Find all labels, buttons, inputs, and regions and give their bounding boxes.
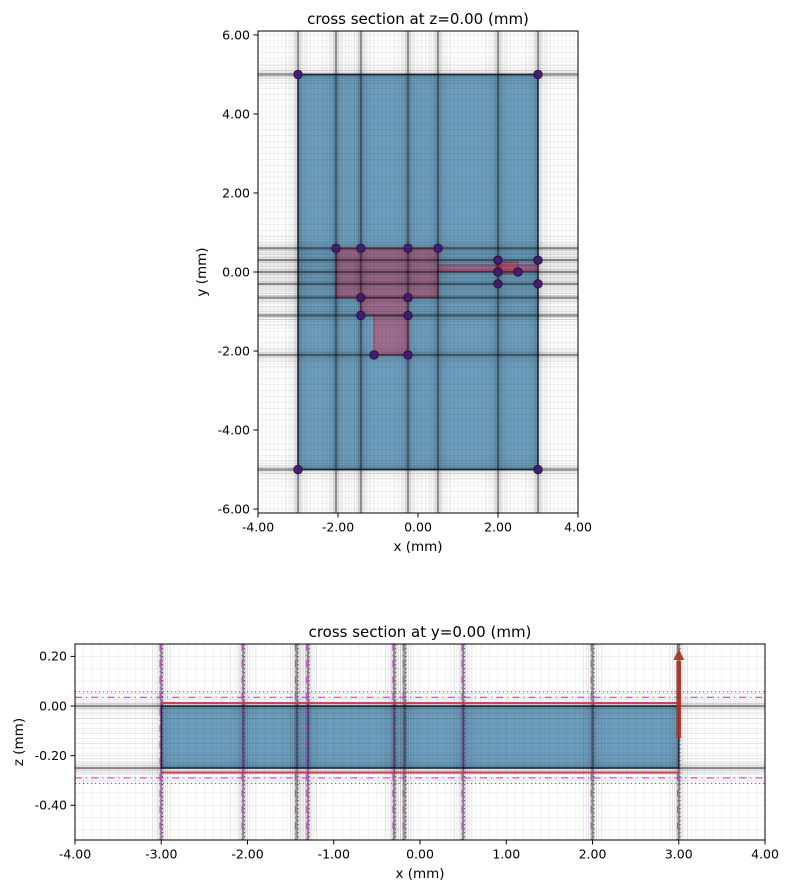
chart-1: -4.00 -3.00 -2.00 -1.00 0.00 1.00 2.00 3.00 4.00…	[11, 623, 779, 882]
x-tick-label: 0.00	[406, 847, 434, 862]
x-tick-label: 0.00	[404, 520, 432, 535]
x-axis-label: x (mm)	[395, 866, 444, 882]
y-tick-label: -6.00	[218, 501, 250, 516]
vertex-dot	[513, 267, 523, 277]
x-tick-label: 1.00	[492, 847, 520, 862]
chart-0: -4.00 -2.00 0.00 2.00 4.00 -6.00 -4.00 -2.00 0.0…	[194, 10, 592, 555]
metal-region	[335, 247, 439, 299]
vertex-dot	[356, 292, 366, 303]
vertex-dot	[369, 350, 379, 360]
vertex-dot	[356, 243, 366, 253]
y-tick-label: 0.00	[222, 264, 250, 279]
axis-ticks: -4.00 -3.00 -2.00 -1.00 0.00 1.00 2.00 3.00 4.00…	[35, 649, 779, 862]
vertex-dot	[493, 255, 503, 265]
mesh-dots	[293, 69, 543, 475]
y-tick-label: -2.00	[218, 343, 250, 358]
x-tick-label: -2.00	[231, 847, 263, 862]
vertex-dot	[433, 243, 443, 253]
x-tick-label: 3.00	[665, 847, 693, 862]
mesh-major-lines	[258, 31, 578, 513]
x-tick-label: 4.00	[751, 847, 779, 862]
vertex-dot	[403, 292, 413, 303]
x-tick-label: 2.00	[579, 847, 607, 862]
vertex-dot	[533, 69, 543, 80]
x-tick-label: -4.00	[242, 520, 274, 535]
y-tick-label: -0.40	[35, 798, 67, 813]
y-tick-label: -4.00	[218, 422, 250, 437]
x-tick-label: -3.00	[145, 847, 177, 862]
y-tick-label: 2.00	[222, 185, 250, 200]
y-axis-label: z (mm)	[11, 718, 27, 766]
vertex-dot	[533, 464, 543, 475]
vertex-dot	[331, 243, 341, 253]
metal-region	[437, 264, 539, 272]
vertex-dot	[293, 464, 303, 475]
x-tick-label: 4.00	[564, 520, 592, 535]
x-tick-label: -2.00	[322, 520, 354, 535]
substrate-region	[160, 705, 680, 769]
y-tick-label: 4.00	[222, 106, 250, 121]
chart-title: cross section at z=0.00 (mm)	[307, 10, 529, 28]
y-axis-label: y (mm)	[194, 247, 210, 296]
x-tick-label: 2.00	[484, 520, 512, 535]
metal-regions	[335, 247, 539, 356]
y-tick-label: 0.20	[39, 649, 67, 664]
vertex-dot	[533, 255, 543, 265]
y-tick-label: 0.00	[39, 698, 67, 713]
vertex-dot	[293, 69, 303, 80]
vertex-dot	[403, 243, 413, 253]
x-tick-label: -1.00	[318, 847, 350, 862]
vertex-dot	[493, 267, 503, 277]
y-tick-label: -0.20	[35, 748, 67, 763]
vertex-dot	[533, 279, 543, 289]
excitation-arrow-head	[673, 648, 685, 660]
metal-region	[373, 314, 409, 356]
vertex-dot	[356, 310, 366, 321]
vertex-dot	[403, 350, 413, 360]
axis-ticks: -4.00 -2.00 0.00 2.00 4.00 -6.00 -4.00 -2.00 0.0…	[218, 27, 592, 534]
vertex-dot	[403, 310, 413, 321]
vertex-dot	[493, 279, 503, 289]
y-tick-label: 6.00	[222, 27, 250, 42]
x-axis-label: x (mm)	[393, 539, 442, 555]
x-tick-label: -4.00	[59, 847, 91, 862]
chart-title: cross section at y=0.00 (mm)	[309, 623, 532, 641]
mesh-fine-grid	[74, 643, 766, 840]
